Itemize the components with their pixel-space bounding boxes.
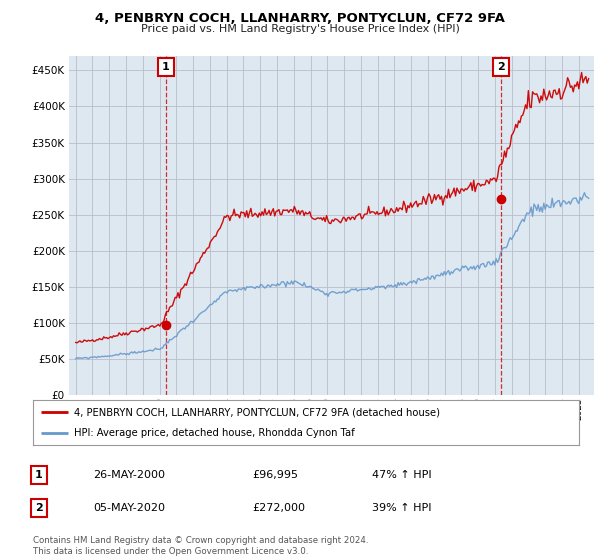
Text: HPI: Average price, detached house, Rhondda Cynon Taf: HPI: Average price, detached house, Rhon… [74, 428, 355, 438]
Text: Price paid vs. HM Land Registry's House Price Index (HPI): Price paid vs. HM Land Registry's House … [140, 24, 460, 34]
Text: 2: 2 [497, 62, 505, 72]
Text: £96,995: £96,995 [252, 470, 298, 480]
Text: 4, PENBRYN COCH, LLANHARRY, PONTYCLUN, CF72 9FA: 4, PENBRYN COCH, LLANHARRY, PONTYCLUN, C… [95, 12, 505, 25]
Text: 4, PENBRYN COCH, LLANHARRY, PONTYCLUN, CF72 9FA (detached house): 4, PENBRYN COCH, LLANHARRY, PONTYCLUN, C… [74, 408, 440, 418]
Text: 1: 1 [35, 470, 43, 480]
Text: 1: 1 [162, 62, 170, 72]
Text: 05-MAY-2020: 05-MAY-2020 [93, 503, 165, 513]
Text: 39% ↑ HPI: 39% ↑ HPI [372, 503, 431, 513]
Text: 47% ↑ HPI: 47% ↑ HPI [372, 470, 431, 480]
Text: 26-MAY-2000: 26-MAY-2000 [93, 470, 165, 480]
Text: Contains HM Land Registry data © Crown copyright and database right 2024.
This d: Contains HM Land Registry data © Crown c… [33, 536, 368, 556]
Text: 2: 2 [35, 503, 43, 513]
Text: £272,000: £272,000 [252, 503, 305, 513]
